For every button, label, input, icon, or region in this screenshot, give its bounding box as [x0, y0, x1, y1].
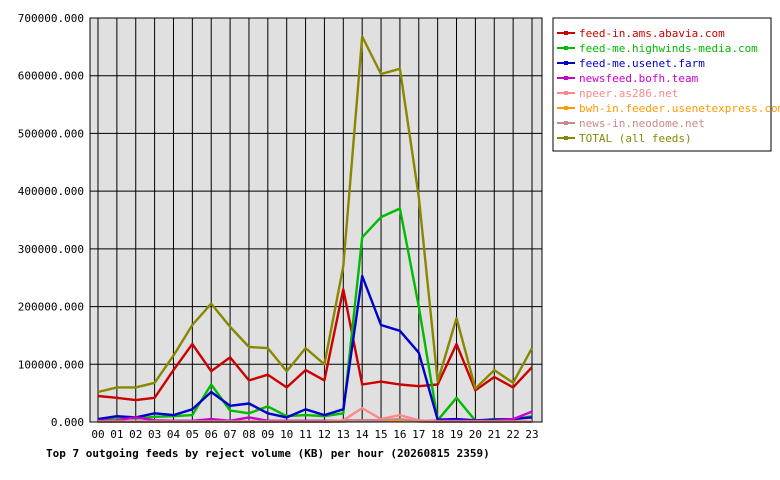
x-tick-label: 17 [412, 428, 425, 441]
plot-background [89, 17, 543, 423]
y-tick-label: 700000.000 [18, 12, 84, 25]
x-tick-label: 00 [91, 428, 104, 441]
legend-marker [564, 121, 568, 125]
y-tick-label: 100000.000 [18, 358, 84, 371]
series-line-2 [97, 274, 533, 422]
legend-marker [564, 61, 568, 65]
legend-marker [564, 106, 568, 110]
legend-marker [564, 91, 568, 95]
x-tick-label: 16 [393, 428, 406, 441]
x-tick-label: 21 [488, 428, 501, 441]
x-tick-label: 18 [431, 428, 444, 441]
legend-label: newsfeed.bofh.team [579, 72, 699, 85]
legend-label: bwh-in.feeder.usenetexpress.com [579, 102, 780, 115]
x-tick-label: 20 [469, 428, 482, 441]
x-tick-label: 10 [280, 428, 293, 441]
x-tick-label: 13 [337, 428, 350, 441]
x-tick-label: 19 [450, 428, 463, 441]
x-tick-label: 22 [507, 428, 520, 441]
series-line-0 [97, 288, 533, 402]
x-tick-label: 06 [205, 428, 218, 441]
x-tick-label: 02 [129, 428, 142, 441]
legend-label: feed-me.highwinds-media.com [579, 42, 758, 55]
series-line-7 [97, 35, 534, 394]
y-tick-label: 500000.000 [18, 127, 84, 140]
plot-frame [89, 17, 543, 423]
x-tick-label: 04 [167, 428, 181, 441]
legend: feed-in.ams.abavia.com feed-me.highwinds-… [552, 17, 780, 152]
y-tick-label: 300000.000 [18, 243, 84, 256]
x-tick-label: 03 [148, 428, 161, 441]
legend-marker [564, 46, 568, 50]
y-tick-label: 400000.000 [18, 185, 84, 198]
x-tick-label: 01 [110, 428, 123, 441]
x-tick-label: 07 [223, 428, 236, 441]
x-tick-label: 09 [261, 428, 274, 441]
legend-label: TOTAL (all feeds) [579, 132, 692, 145]
y-tick-label: 600000.000 [18, 70, 84, 83]
y-tick-label: 0.000 [51, 416, 84, 429]
x-tick-label: 12 [318, 428, 331, 441]
series-line-1 [97, 207, 533, 422]
x-tick-label: 15 [374, 428, 387, 441]
legend-label: feed-in.ams.abavia.com [579, 27, 725, 40]
legend-marker [564, 76, 568, 80]
legend-label: news-in.neodome.net [579, 117, 705, 130]
chart-title: Top 7 outgoing feeds by reject volume (K… [46, 447, 490, 460]
legend-label: npeer.as286.net [579, 87, 678, 100]
legend-marker [564, 136, 568, 140]
legend-marker [564, 31, 568, 35]
x-tick-label: 05 [186, 428, 199, 441]
y-tick-label: 200000.000 [18, 301, 84, 314]
x-tick-label: 23 [525, 428, 538, 441]
x-tick-label: 11 [299, 428, 312, 441]
x-axis: 00 01 02 03 04 05 06 07 08 09 10 11 12 13 14 15 16 17 18 19… [91, 428, 538, 441]
legend-box [552, 17, 772, 152]
x-tick-label: 08 [242, 428, 255, 441]
x-tick-label: 14 [356, 428, 370, 441]
legend-label: feed-me.usenet.farm [579, 57, 705, 70]
y-axis: 0.000 100000.000 200000.000 300000.000 40000… [18, 12, 84, 429]
